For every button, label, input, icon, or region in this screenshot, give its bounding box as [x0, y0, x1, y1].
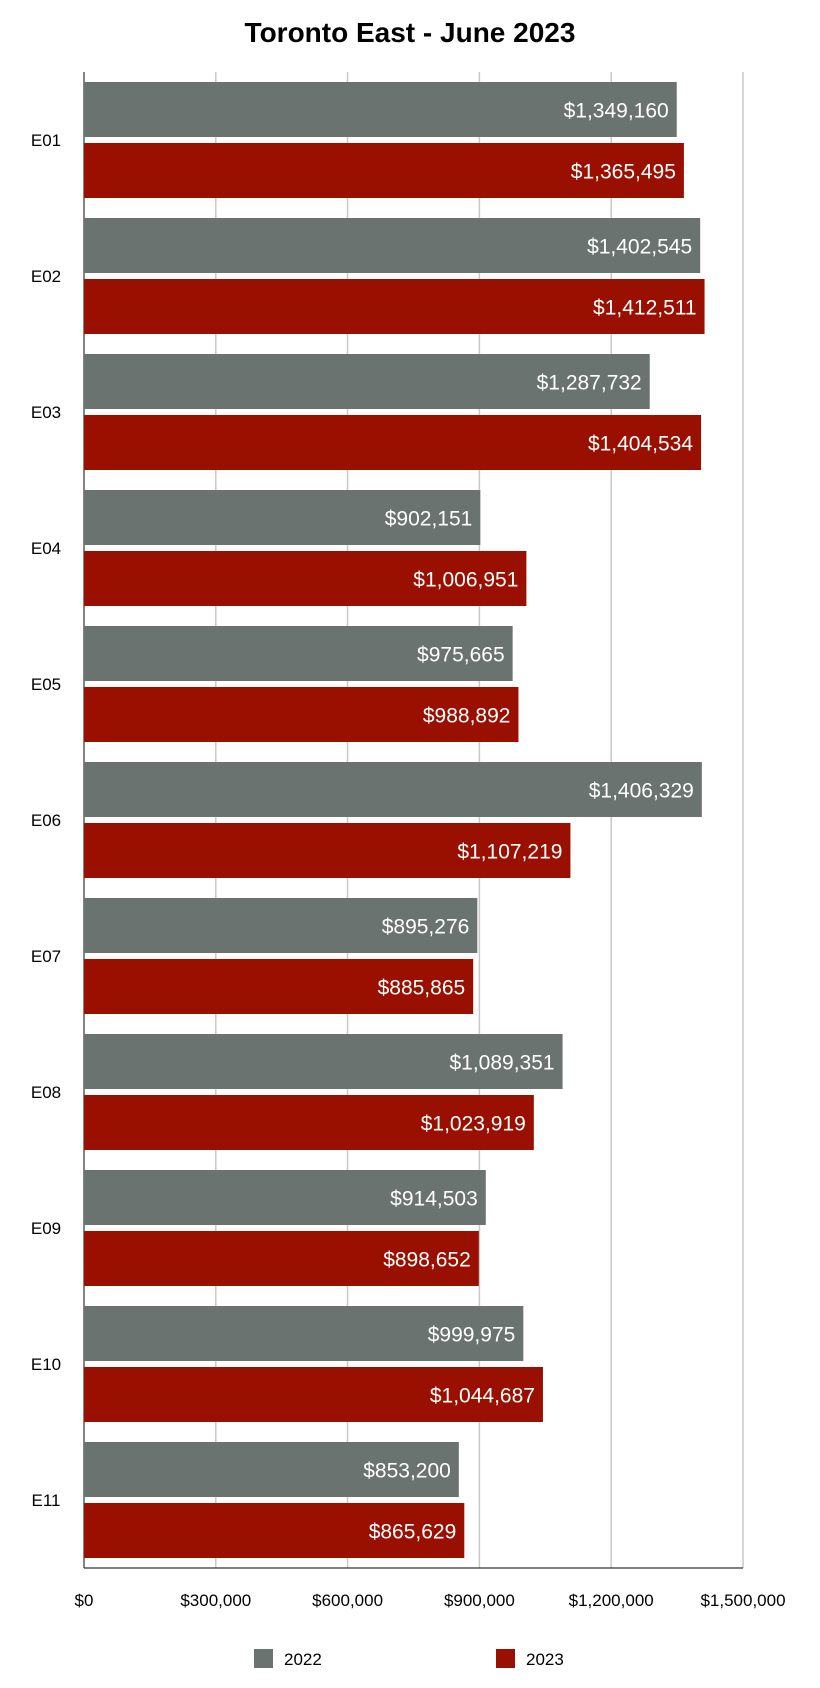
legend-swatch — [254, 1649, 273, 1668]
category-label: E02 — [31, 267, 61, 286]
bar-2023-E09 — [84, 1231, 479, 1286]
data-label: $975,665 — [417, 644, 505, 667]
category-label: E11 — [32, 1491, 61, 1510]
category-label: E07 — [31, 947, 61, 966]
data-label: $902,151 — [385, 508, 473, 531]
data-label: $1,006,951 — [413, 569, 518, 592]
category-label: E04 — [31, 539, 61, 558]
data-label: $1,107,219 — [457, 841, 562, 864]
data-label: $853,200 — [363, 1460, 451, 1483]
bar-2023-E10 — [84, 1367, 543, 1422]
x-tick-label: $0 — [75, 1591, 94, 1610]
category-label: E01 — [31, 131, 61, 150]
bar-2022-E07 — [84, 898, 478, 953]
bar-2023-E03 — [84, 415, 702, 470]
bar-2022-E08 — [84, 1034, 563, 1089]
chart-title: Toronto East - June 2023 — [245, 17, 576, 48]
x-tick-label: $300,000 — [180, 1591, 251, 1610]
bar-2022-E02 — [84, 218, 701, 273]
legend-label: 2022 — [284, 1650, 322, 1669]
data-label: $1,044,687 — [430, 1385, 535, 1408]
legend-swatch — [496, 1649, 515, 1668]
data-label: $1,349,160 — [564, 100, 669, 123]
category-label: E06 — [31, 811, 61, 830]
bar-2022-E03 — [84, 354, 650, 409]
category-label: E05 — [31, 675, 61, 694]
data-label: $988,892 — [423, 705, 511, 728]
bar-2022-E09 — [84, 1170, 486, 1225]
data-label: $1,023,919 — [421, 1113, 526, 1136]
data-label: $1,404,534 — [588, 433, 693, 456]
legend: 2022 2023 — [254, 1649, 564, 1669]
bars — [84, 82, 705, 1558]
category-label: E10 — [31, 1355, 61, 1374]
data-label: $885,865 — [378, 977, 466, 1000]
data-label: $914,503 — [390, 1188, 478, 1211]
x-axis-ticks: $0 $300,000 $600,000 $900,000 $1,200,000 $1,5… — [75, 1591, 786, 1610]
category-labels: E01 E02 E03 E04 E05 E06 E07 E08 E09 E10 E11 — [31, 131, 61, 1510]
bar-2022-E10 — [84, 1306, 524, 1361]
data-label: $1,412,511 — [593, 297, 697, 320]
bar-2022-E11 — [84, 1442, 459, 1497]
data-label: $1,089,351 — [449, 1052, 554, 1075]
data-label: $895,276 — [382, 916, 470, 939]
bar-2022-E01 — [84, 82, 677, 137]
bar-2023-E08 — [84, 1095, 534, 1150]
bar-2022-E04 — [84, 490, 481, 545]
bar-2022-E06 — [84, 762, 702, 817]
data-label: $999,975 — [428, 1324, 516, 1347]
data-labels: $1,349,160 $1,365,495 $1,402,545 $1,412,511… — [363, 100, 696, 1544]
bar-2023-E05 — [84, 687, 519, 742]
x-tick-label: $1,200,000 — [569, 1591, 654, 1610]
legend-label: 2023 — [526, 1650, 564, 1669]
data-label: $898,652 — [383, 1249, 471, 1272]
x-tick-label: $600,000 — [312, 1591, 383, 1610]
bar-2023-E07 — [84, 959, 474, 1014]
bar-2022-E05 — [84, 626, 513, 681]
x-tick-label: $1,500,000 — [700, 1591, 785, 1610]
data-label: $1,287,732 — [537, 372, 642, 395]
data-label: $865,629 — [369, 1521, 457, 1544]
category-label: E03 — [31, 403, 61, 422]
x-tick-label: $900,000 — [444, 1591, 515, 1610]
bar-2023-E01 — [84, 143, 684, 198]
data-label: $1,365,495 — [571, 161, 676, 184]
data-label: $1,406,329 — [589, 780, 694, 803]
bar-2023-E06 — [84, 823, 571, 878]
bar-2023-E11 — [84, 1503, 465, 1558]
category-label: E08 — [31, 1083, 61, 1102]
data-label: $1,402,545 — [587, 236, 692, 259]
bar-2023-E02 — [84, 279, 705, 334]
bar-2023-E04 — [84, 551, 527, 606]
category-label: E09 — [31, 1219, 61, 1238]
